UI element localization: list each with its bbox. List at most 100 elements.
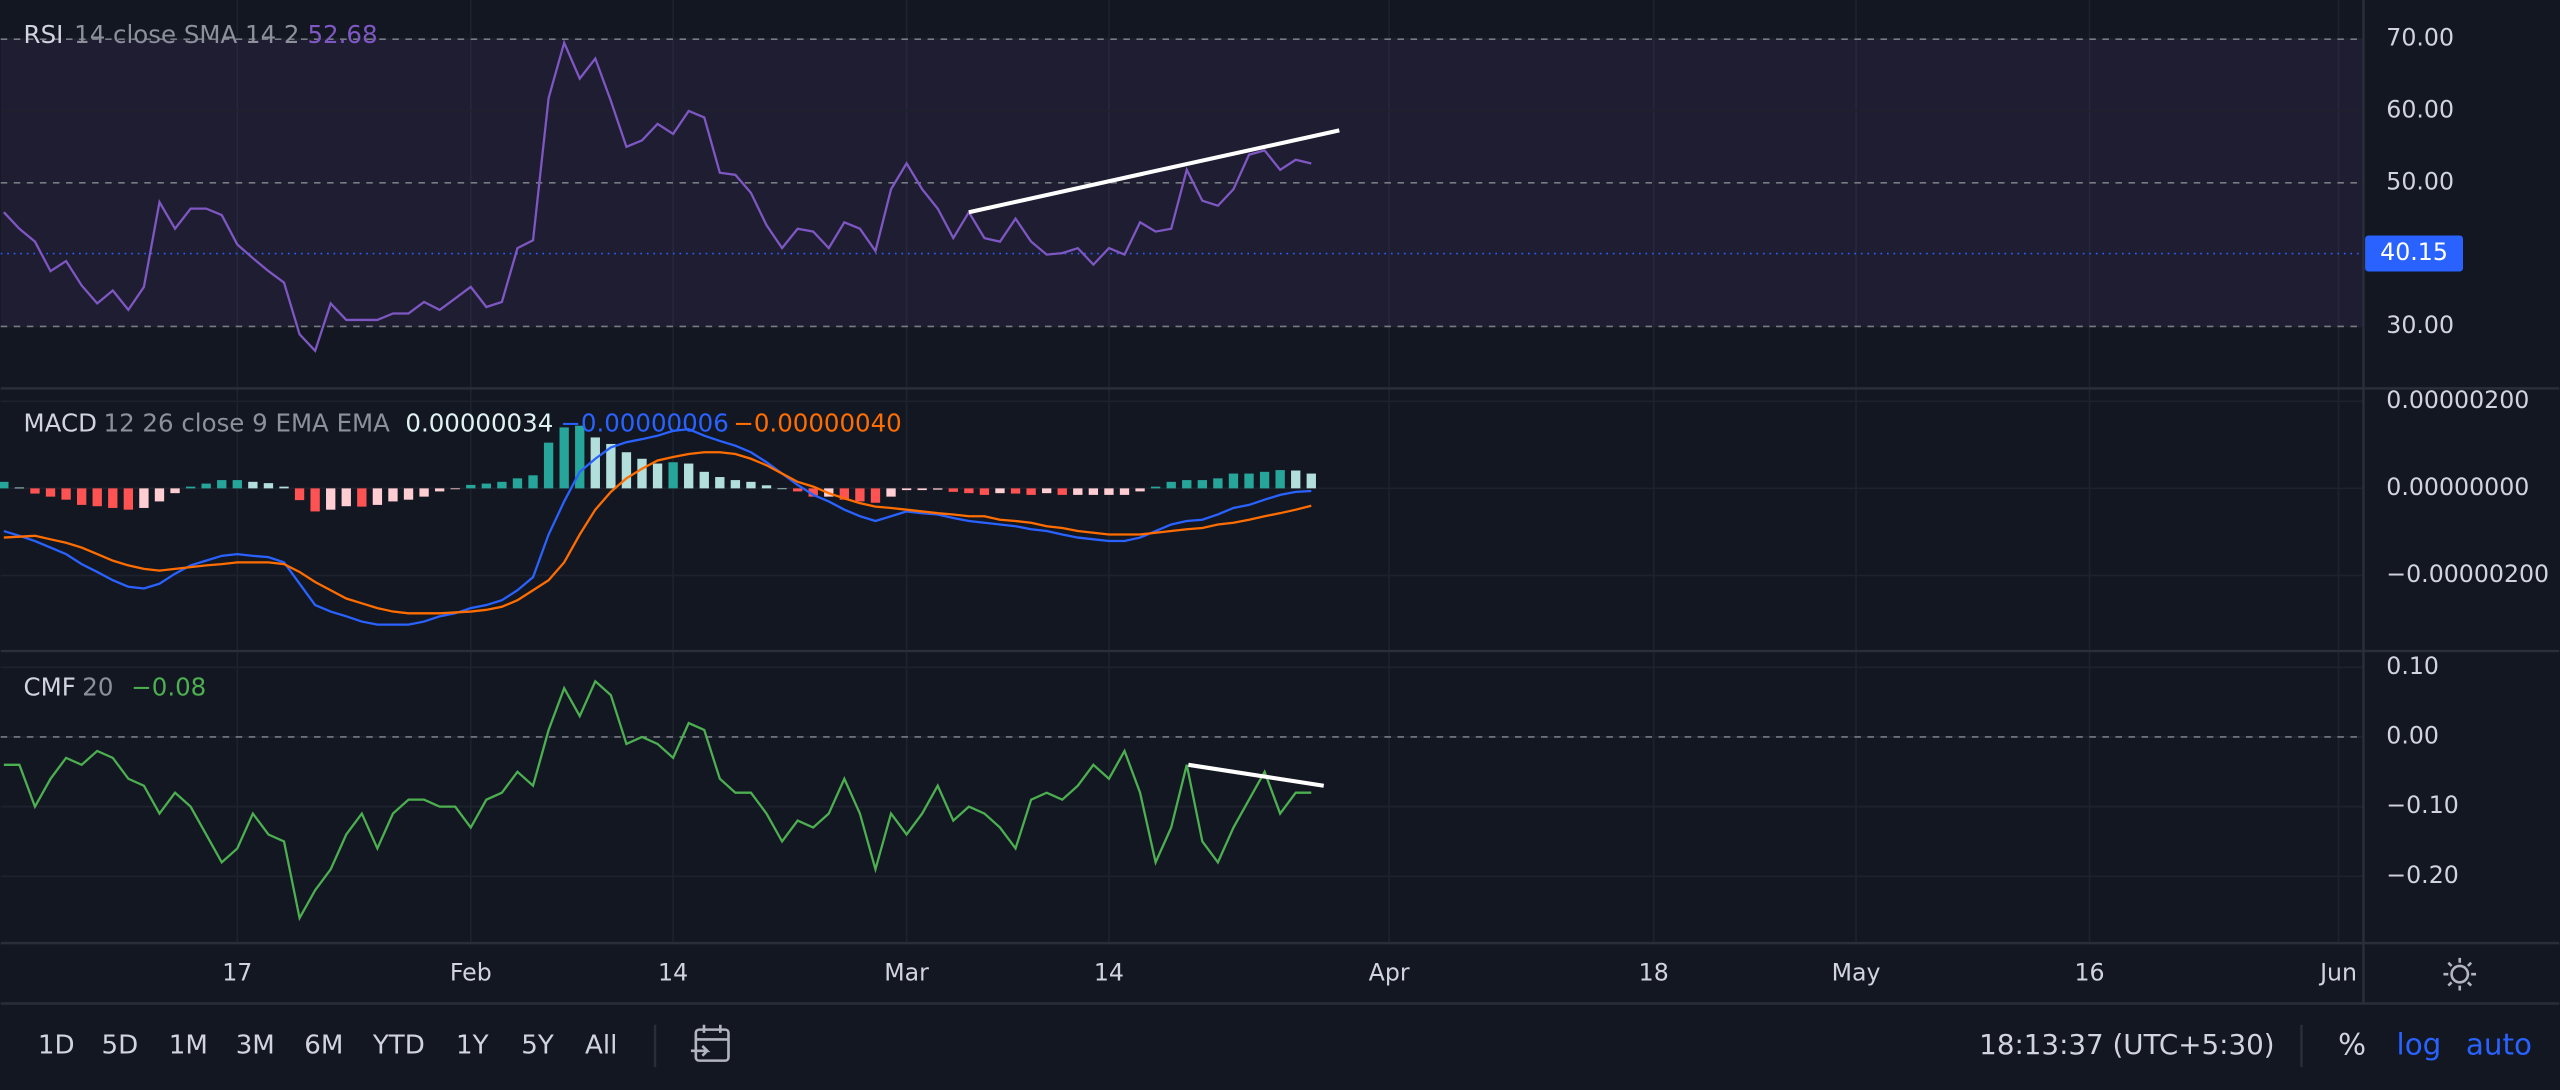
histogram-bar — [294, 488, 305, 501]
histogram-bar — [917, 488, 927, 491]
interval-button[interactable]: 1Y — [456, 1030, 489, 1060]
histogram-bar — [979, 488, 990, 495]
interval-button[interactable]: 1M — [169, 1030, 208, 1060]
interval-button[interactable]: 3M — [236, 1030, 275, 1060]
histogram-bar — [652, 463, 663, 489]
histogram-bar — [1306, 473, 1316, 489]
histogram-bar — [1244, 473, 1254, 489]
legend-settings: 20 — [82, 673, 113, 702]
histogram-bar — [1275, 470, 1285, 489]
histogram-bar — [512, 478, 523, 489]
histogram-bar — [839, 488, 850, 500]
legend-title[interactable]: RSI — [24, 20, 64, 49]
histogram-bar — [637, 458, 647, 489]
histogram-bar — [575, 425, 585, 489]
histogram-bar — [217, 480, 227, 489]
histogram-bar — [1119, 488, 1130, 495]
legend-settings: 12 26 close 9 EMA EMA — [104, 408, 391, 437]
scale-option[interactable]: auto — [2466, 1027, 2532, 1061]
x-tick-label: 14 — [658, 959, 688, 987]
histogram-bar — [154, 488, 165, 502]
histogram-bar — [1010, 488, 1021, 494]
histogram-bar — [668, 462, 678, 489]
histogram-bar — [621, 452, 632, 489]
histogram-bar — [434, 488, 445, 492]
indicator-line — [3, 679, 1312, 922]
scale-option[interactable]: log — [2397, 1027, 2442, 1061]
trend-line[interactable] — [1188, 762, 1325, 788]
histogram-bar — [528, 475, 538, 489]
interval-button[interactable]: All — [585, 1030, 617, 1060]
x-tick-label: Apr — [1369, 959, 1410, 987]
price-badge-label: 40.15 — [2380, 238, 2448, 266]
histogram-bar — [372, 488, 383, 505]
axes: 17 Feb 14 Mar 14 Apr 18 May 16 Jun 30.00 50.00 60.00… — [222, 24, 2549, 987]
histogram-bar — [403, 488, 414, 500]
interval-button[interactable]: YTD — [372, 1030, 425, 1060]
marks — [0, 39, 1340, 922]
histogram-bar — [1166, 481, 1176, 489]
interval-button[interactable]: 5Y — [521, 1030, 554, 1060]
histogram-bar — [933, 488, 943, 490]
x-tick-label: Mar — [884, 959, 929, 987]
legend-title[interactable]: MACD — [24, 408, 97, 437]
y-tick-label: 60.00 — [2386, 95, 2454, 123]
legend-value: −0.08 — [131, 673, 206, 702]
toolbar: 1D 5D 1M 3M 6M YTD 1Y 5Y All 18:13:37 (UTC+5:30)%… — [38, 1027, 2532, 1061]
y-tick-label: 0.00000200 — [2386, 386, 2529, 414]
histogram-bar — [792, 488, 803, 492]
scale-option[interactable]: % — [2338, 1027, 2366, 1061]
histogram-bar — [1291, 470, 1301, 489]
dividers — [0, 0, 2560, 1068]
date-range-icon[interactable] — [690, 1024, 730, 1062]
histogram-bar — [419, 488, 429, 497]
histogram-bar — [1042, 488, 1052, 494]
histogram-bar — [450, 488, 460, 490]
grid — [0, 0, 2364, 944]
histogram-bar — [232, 480, 242, 489]
histogram-bar — [901, 488, 912, 491]
legend-value: 52.68 — [307, 20, 377, 49]
histogram-bar — [1088, 488, 1099, 495]
histogram-bar — [0, 481, 9, 489]
histogram-bar — [201, 483, 211, 489]
legend-title[interactable]: CMF — [24, 673, 76, 702]
histogram-bar — [279, 486, 289, 489]
histogram-bar — [699, 471, 709, 489]
y-tick-label: 70.00 — [2386, 24, 2454, 52]
histogram-bar — [1150, 486, 1161, 489]
histogram-bar — [123, 488, 134, 510]
legend-value: 0.00000034 — [405, 408, 553, 437]
histogram-bar — [808, 488, 818, 497]
histogram-bar — [886, 488, 896, 497]
histogram-bar — [995, 488, 1005, 494]
histogram-bar — [746, 481, 756, 489]
histogram-bar — [14, 487, 25, 489]
x-tick-label: 14 — [1094, 959, 1124, 987]
indicator-line — [3, 39, 1312, 353]
histogram-bar — [855, 488, 865, 502]
histogram-bar — [139, 488, 149, 508]
histogram-bar — [357, 488, 367, 507]
y-tick-label: 0.00000000 — [2386, 473, 2529, 501]
interval-button[interactable]: 5D — [101, 1030, 138, 1060]
x-tick-label: Feb — [450, 959, 492, 987]
x-tick-label: Jun — [2318, 959, 2357, 987]
y-tick-label: 30.00 — [2386, 311, 2454, 339]
interval-button[interactable]: 6M — [304, 1030, 343, 1060]
histogram-bar — [30, 488, 40, 494]
x-tick-label: May — [1832, 959, 1881, 987]
histogram-bar — [170, 488, 180, 494]
histogram-bar — [341, 488, 351, 507]
histogram-bar — [1073, 488, 1083, 495]
legend-value: −0.00000040 — [733, 408, 901, 437]
interval-button[interactable]: 1D — [38, 1030, 75, 1060]
histogram-bar — [606, 443, 616, 489]
trend-line[interactable] — [968, 128, 1340, 215]
histogram-bar — [964, 488, 974, 494]
histogram-bar — [466, 484, 476, 489]
settings-icon[interactable] — [2443, 957, 2477, 991]
